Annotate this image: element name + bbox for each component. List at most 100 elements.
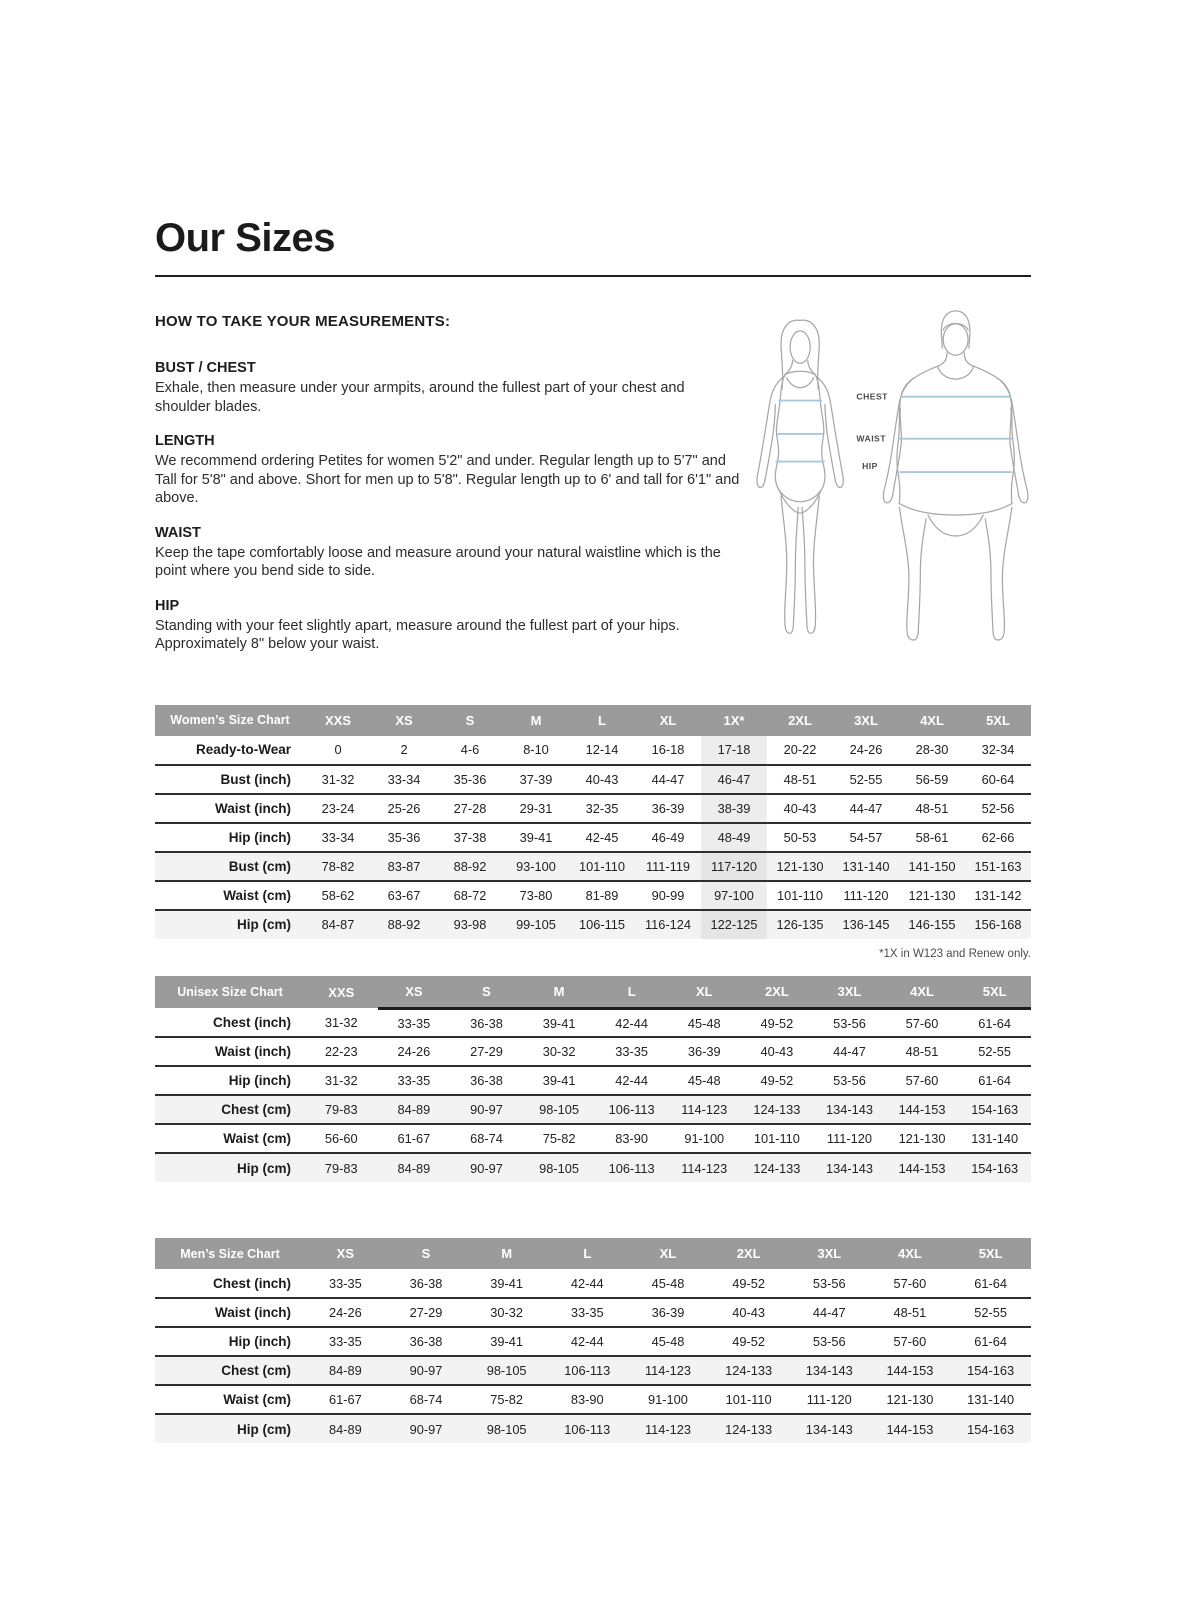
size-cell: 37-38	[453, 829, 487, 845]
column-header: 2XL	[740, 975, 814, 1010]
size-cell: 36-39	[651, 800, 685, 816]
size-cell: 23-24	[321, 800, 355, 816]
size-cell: 61-64	[974, 1334, 1007, 1350]
man-arm-left	[882, 377, 916, 504]
column-header: XL	[667, 975, 741, 1010]
size-cell: 141-150	[908, 858, 956, 874]
size-cell: 46-47	[701, 764, 767, 794]
table-row: Hip (inch) 33-35 36-38 39-41 42-44 45-48 49-52…	[155, 1327, 1031, 1356]
intro-section: HOW TO TAKE YOUR MEASUREMENTS: BUST / CH…	[155, 310, 1031, 671]
chest-label: CHEST	[856, 392, 888, 402]
size-cell: 45-48	[687, 1073, 721, 1089]
size-cell: 27-28	[453, 800, 487, 816]
size-cell: 45-48	[651, 1334, 685, 1350]
size-cell: 46-49	[651, 829, 685, 845]
size-cell: 24-26	[849, 742, 883, 758]
section-body: Standing with your feet slightly apart, …	[155, 617, 680, 653]
size-cell: 68-74	[470, 1131, 503, 1147]
size-cell: 84-89	[328, 1421, 362, 1437]
table-row: Chest (inch) 31-32 33-35 36-38 39-41 42-44 45-…	[155, 1008, 1031, 1037]
size-cell: 84-87	[321, 917, 355, 933]
size-cell: 20-22	[783, 742, 817, 758]
size-cell: 124-133	[753, 1102, 801, 1118]
row-label: Hip (inch)	[228, 829, 291, 845]
man-face	[942, 323, 969, 356]
section-hip: HIP Standing with your feet slightly apa…	[155, 598, 741, 654]
size-cell: 154-163	[967, 1421, 1015, 1437]
column-header: 4XL	[885, 975, 959, 1010]
row-label: Waist (inch)	[215, 800, 291, 816]
size-cell: 61-64	[978, 1073, 1012, 1089]
table-title: Unisex Size Chart	[155, 975, 305, 1009]
row-label: Waist (inch)	[215, 1305, 291, 1321]
row-label: Bust (inch)	[220, 771, 292, 787]
man-tank-scoop	[936, 365, 975, 380]
table-row: Hip (cm) 79-83 84-89 90-97 98-105 106-113 114-…	[155, 1153, 1031, 1183]
header-row: Unisex Size Chart XXS XS S M L XL 2XL 3XL 4XL 5XL	[155, 975, 1031, 1010]
size-cell: 32-34	[981, 742, 1015, 758]
size-cell: 61-67	[328, 1392, 362, 1408]
size-cell: 90-97	[409, 1363, 443, 1379]
size-cell: 49-52	[732, 1275, 765, 1291]
size-cell: 40-43	[732, 1305, 765, 1321]
size-cell: 84-89	[397, 1102, 431, 1118]
column-header: 5XL	[965, 704, 1031, 736]
size-cell: 84-89	[328, 1363, 362, 1379]
size-cell: 33-34	[387, 771, 421, 787]
size-cell: 101-110	[753, 1131, 800, 1147]
size-cell: 114-123	[681, 1102, 728, 1118]
size-cell: 4-6	[460, 742, 480, 758]
size-cell: 78-82	[321, 858, 355, 874]
column-header: L	[595, 975, 668, 1010]
row-label: Hip (inch)	[228, 1073, 291, 1089]
size-cell: 122-125	[701, 909, 767, 939]
column-header: S	[385, 1238, 467, 1270]
table-row: Waist (inch) 24-26 27-29 30-32 33-35 36-39 40-…	[155, 1298, 1031, 1327]
size-cell: 154-163	[971, 1102, 1019, 1118]
size-cell: 63-67	[387, 887, 421, 903]
size-cell: 131-140	[971, 1131, 1019, 1147]
size-cell: 53-56	[833, 1073, 866, 1089]
size-cell: 48-51	[915, 800, 949, 816]
size-cell: 121-130	[908, 887, 956, 903]
size-cell: 73-80	[519, 887, 553, 903]
column-header: 2XL	[708, 1238, 789, 1270]
row-label: Chest (inch)	[212, 1275, 291, 1291]
table-row: Hip (cm) 84-87 88-92 93-98 99-105 106-115 116-…	[155, 909, 1031, 939]
size-cell: 114-123	[644, 1363, 691, 1379]
size-cell: 0	[334, 742, 342, 758]
size-cell: 88-92	[453, 858, 487, 874]
size-cell: 144-153	[898, 1102, 946, 1118]
header-row: Women’s Size Chart XXS XS S M L XL 1X* 2XL 3XL 4XL…	[155, 704, 1031, 736]
size-cell: 52-56	[981, 800, 1015, 816]
size-cell: 36-38	[409, 1275, 443, 1291]
size-cell: 151-163	[974, 858, 1022, 874]
column-header: 4XL	[899, 704, 965, 736]
size-cell: 68-74	[409, 1392, 443, 1408]
woman-leg-left	[780, 495, 799, 634]
row-label: Hip (cm)	[237, 917, 291, 933]
size-cell: 111-119	[645, 858, 691, 874]
size-cell: 30-32	[542, 1044, 576, 1060]
size-cell: 97-100	[701, 880, 767, 910]
table-row: Waist (inch) 23-24 25-26 27-28 29-31 32-35 36-…	[155, 793, 1031, 823]
section-title: LENGTH	[155, 433, 215, 450]
size-cell: 131-140	[967, 1392, 1015, 1408]
man-torso-left	[896, 365, 939, 505]
column-header: 3XL	[813, 975, 886, 1010]
woman-hair	[780, 319, 801, 390]
size-cell: 48-51	[783, 771, 817, 787]
size-cell: 61-64	[978, 1015, 1012, 1031]
hip-label: HIP	[862, 461, 878, 471]
size-cell: 35-36	[387, 829, 421, 845]
column-header: XS	[305, 1238, 386, 1270]
size-cell: 57-60	[905, 1073, 939, 1089]
size-cell: 121-130	[898, 1131, 946, 1147]
body-silhouettes-illustration: CHEST WAIST HIP	[756, 310, 1029, 641]
size-cell: 101-110	[725, 1392, 772, 1408]
column-header: XL	[627, 1238, 709, 1270]
size-cell: 12-14	[585, 742, 619, 758]
section-title: WAIST	[155, 524, 201, 541]
size-cell: 35-36	[453, 771, 487, 787]
size-cell: 136-145	[842, 917, 890, 933]
